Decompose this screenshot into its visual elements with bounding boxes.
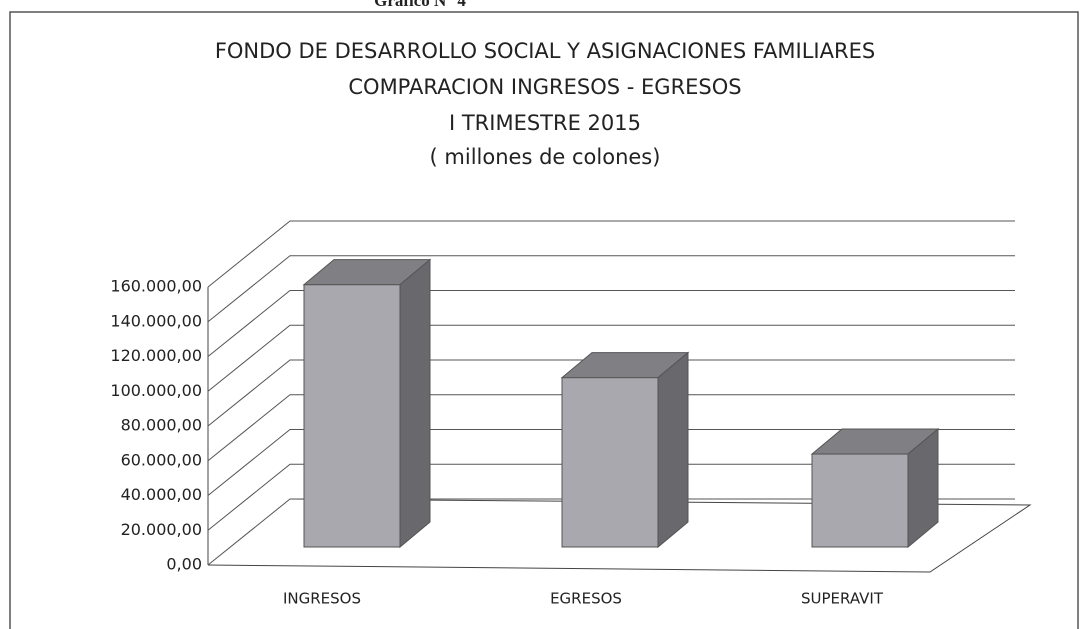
grid-line — [207, 463, 1015, 531]
bar-side — [399, 258, 431, 549]
bar-side — [907, 427, 939, 549]
x-tick-label: EGRESOS — [550, 590, 622, 608]
grid-line — [207, 359, 1015, 427]
y-tick-label: 60.000,00 — [121, 450, 202, 469]
y-tick-label: 120.000,00 — [110, 346, 202, 365]
grid-line — [207, 498, 1015, 566]
caption: Gráfico N° 4 — [374, 0, 466, 10]
grid-line — [207, 429, 1015, 496]
chart-title: COMPARACION INGRESOS - EGRESOS — [348, 75, 741, 99]
y-tick-label: 100.000,00 — [110, 381, 202, 400]
grid-line — [207, 220, 1015, 288]
y-tick-label: 160.000,00 — [110, 277, 202, 296]
chart-title: ( millones de colones) — [430, 145, 661, 169]
y-tick-label: 80.000,00 — [121, 416, 202, 435]
grid-line — [207, 324, 1015, 392]
x-tick-label: INGRESOS — [283, 590, 361, 608]
bar-side — [657, 351, 689, 549]
y-tick-label: 140.000,00 — [110, 311, 202, 330]
y-tick-label: 20.000,00 — [121, 520, 202, 539]
bar — [303, 284, 401, 548]
chart-title: FONDO DE DESARROLLO SOCIAL Y ASIGNACIONE… — [215, 39, 875, 63]
grid-line — [207, 290, 1015, 357]
bar — [811, 453, 909, 548]
x-tick-label: SUPERAVIT — [801, 590, 884, 608]
y-tick-label: 40.000,00 — [121, 485, 202, 504]
bar — [561, 377, 659, 548]
grid-line — [207, 394, 1015, 462]
caption-mask — [355, 0, 485, 8]
y-tick-label: 0,00 — [166, 555, 202, 574]
chart-title: I TRIMESTRE 2015 — [449, 111, 641, 135]
grid-line — [207, 255, 1015, 323]
chart-frame — [9, 11, 1079, 629]
